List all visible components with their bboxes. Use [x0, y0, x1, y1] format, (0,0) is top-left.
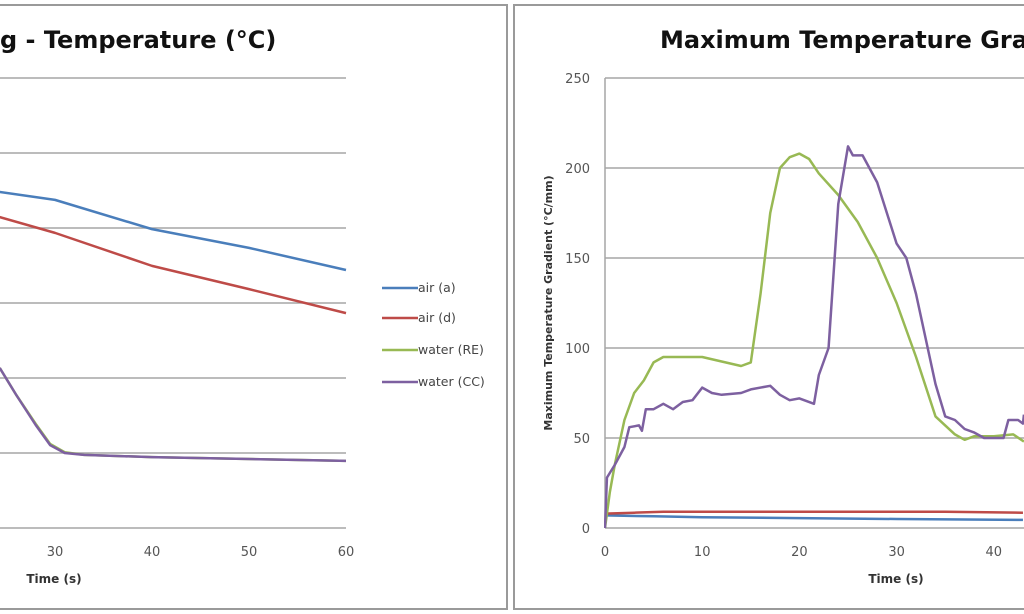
left-panel-border — [0, 4, 508, 610]
right-y-axis-label: Maximum Temperature Gradient (°C/mm) — [542, 175, 555, 430]
right-chart: 0 50 100 150 200 250 0 10 20 30 40 — [565, 72, 1024, 560]
svg-text:air (d): air (d) — [418, 310, 456, 325]
svg-text:water (RE): water (RE) — [418, 342, 484, 357]
right-panel-border — [513, 4, 1024, 610]
y-tick-label: 250 — [565, 72, 590, 87]
legend-item-air-a: air (a) — [382, 280, 456, 295]
series-line-water-cc — [0, 367, 347, 463]
svg-text:water (CC): water (CC) — [418, 374, 485, 389]
series-line-water-re — [604, 152, 1024, 529]
x-tick-label: 40 — [986, 545, 1003, 560]
right-chart-title: Maximum Temperature Grad — [660, 26, 1024, 54]
y-tick-label: 200 — [565, 162, 590, 177]
series-line-air-d — [0, 215, 347, 315]
legend: air (a) air (d) water (RE) water (CC) — [382, 280, 485, 389]
left-chart: 30 40 50 60 — [0, 77, 355, 560]
y-tick-label: 100 — [565, 342, 590, 357]
x-tick-label: 50 — [241, 545, 258, 560]
left-chart-title: g - Temperature (°C) — [0, 26, 276, 54]
series-line-water-cc — [604, 145, 1024, 529]
series-line-air-a — [0, 190, 347, 272]
series-line-air-d — [604, 510, 1023, 515]
right-x-axis-label: Time (s) — [868, 572, 923, 586]
svg-text:air (a): air (a) — [418, 280, 456, 295]
x-tick-label: 60 — [338, 545, 355, 560]
x-tick-label: 30 — [47, 545, 64, 560]
legend-item-air-d: air (d) — [382, 310, 456, 325]
x-tick-label: 10 — [694, 545, 711, 560]
x-tick-label: 20 — [791, 545, 808, 560]
y-tick-label: 0 — [582, 522, 590, 537]
x-tick-label: 30 — [888, 545, 905, 560]
y-tick-label: 150 — [565, 252, 590, 267]
x-tick-label: 0 — [601, 545, 609, 560]
x-tick-label: 40 — [144, 545, 161, 560]
legend-item-water-re: water (RE) — [382, 342, 484, 357]
left-x-axis-label: Time (s) — [26, 572, 81, 586]
y-tick-label: 50 — [573, 432, 590, 447]
legend-item-water-cc: water (CC) — [382, 374, 485, 389]
series-line-air-a — [604, 514, 1023, 522]
